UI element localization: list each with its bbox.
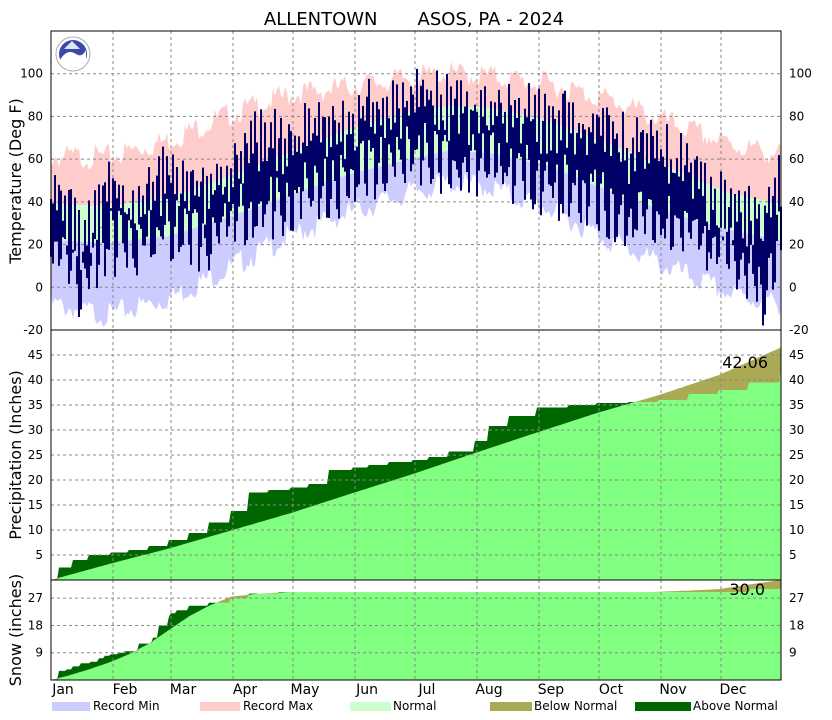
temperature-tick-right-60: 60 — [789, 152, 804, 166]
legend-label-normal: Normal — [393, 699, 436, 713]
month-label-mar: Mar — [170, 682, 197, 698]
month-label-oct: Oct — [599, 682, 624, 698]
temperature-tick-left-0: 0 — [35, 280, 43, 294]
precipitation-tick-left-20: 20 — [28, 473, 43, 487]
legend-swatch-below-normal — [490, 702, 532, 711]
snow-tick-left-18: 18 — [28, 618, 43, 632]
month-label-nov: Nov — [659, 682, 686, 698]
legend-label-above-normal: Above Normal — [693, 699, 778, 713]
legend-swatch-record-max — [200, 702, 240, 711]
month-label-may: May — [291, 682, 320, 698]
precipitation-tick-left-30: 30 — [28, 423, 43, 437]
panel-frames — [50, 30, 782, 681]
snow-below-normal-area — [51, 580, 781, 680]
month-label-feb: Feb — [113, 682, 138, 698]
precipitation-tick-right-45: 45 — [789, 348, 804, 362]
temperature-axis-title: Temperature (Deg F) — [6, 98, 25, 265]
precipitation-tick-left-40: 40 — [28, 373, 43, 387]
month-label-apr: Apr — [233, 682, 257, 698]
chart-title: ALLENTOWN ASOS, PA - 2024 — [264, 9, 564, 30]
precipitation-tick-right-35: 35 — [789, 398, 804, 412]
snow-panel-frame — [50, 579, 782, 681]
temperature-tick-left-40: 40 — [28, 195, 43, 209]
snow-total-label: 30.0 — [729, 580, 765, 599]
precipitation-axis-title: Precipitation (Inches) — [6, 370, 25, 540]
temperature-tick-left-20: 20 — [28, 238, 43, 252]
month-label-sep: Sep — [538, 682, 565, 698]
snow-tick-right-27: 27 — [789, 591, 804, 605]
temperature-tick-right-40: 40 — [789, 195, 804, 209]
snow-panel: 9 9 18 18 27 27 — [28, 580, 804, 680]
month-label-dec: Dec — [719, 682, 746, 698]
temperature-tick-left--20: -20 — [23, 323, 43, 337]
temperature-tick-right--20: -20 — [789, 323, 809, 337]
temperature-tick-right-20: 20 — [789, 238, 804, 252]
month-axis: Jan Feb Mar Apr May Jun Jul Aug Sep Oct Nov Dec — [51, 682, 746, 698]
temperature-tick-right-80: 80 — [789, 109, 804, 123]
temperature-tick-left-100: 100 — [20, 67, 43, 81]
precipitation-above-normal-area — [51, 369, 781, 580]
precipitation-tick-right-5: 5 — [789, 548, 797, 562]
snow-tick-right-18: 18 — [789, 618, 804, 632]
precipitation-tick-left-45: 45 — [28, 348, 43, 362]
legend-swatch-normal — [350, 702, 391, 711]
temperature-tick-right-0: 0 — [789, 280, 797, 294]
precipitation-tick-right-15: 15 — [789, 498, 804, 512]
precipitation-tick-left-35: 35 — [28, 398, 43, 412]
snow-tick-right-9: 9 — [789, 646, 797, 660]
observed-temperature-bars — [50, 68, 782, 326]
precipitation-tick-right-10: 10 — [789, 523, 804, 537]
precipitation-panel: 5 5 10 10 15 15 20 20 25 25 30 30 35 35 40 40 45 45 — [28, 330, 804, 580]
temperature-panel: -20 -20 0 0 20 20 40 40 60 60 80 80 100 100 — [20, 31, 812, 337]
precipitation-tick-left-15: 15 — [28, 498, 43, 512]
precipitation-total-label: 42.06 — [722, 353, 768, 372]
temperature-tick-right-100: 100 — [789, 67, 812, 81]
legend-swatch-record-min — [52, 702, 90, 711]
precipitation-tick-left-10: 10 — [28, 523, 43, 537]
legend-swatch-above-normal — [635, 702, 691, 711]
temperature-tick-left-60: 60 — [28, 152, 43, 166]
legend-label-record-max: Record Max — [243, 699, 313, 713]
month-label-jul: Jul — [418, 682, 436, 698]
normal-band — [51, 105, 781, 243]
month-label-aug: Aug — [475, 682, 502, 698]
precipitation-tick-right-25: 25 — [789, 448, 804, 462]
precipitation-tick-left-5: 5 — [35, 548, 43, 562]
precipitation-tick-right-20: 20 — [789, 473, 804, 487]
legend-label-below-normal: Below Normal — [534, 699, 617, 713]
snow-tick-left-27: 27 — [28, 591, 43, 605]
snow-tick-left-9: 9 — [35, 646, 43, 660]
precipitation-tick-right-30: 30 — [789, 423, 804, 437]
snow-axis-title: Snow (inches) — [6, 574, 25, 686]
month-label-jan: Jan — [51, 682, 74, 698]
month-label-jun: Jun — [355, 682, 378, 698]
noaa-logo-icon — [55, 36, 91, 72]
precipitation-tick-right-40: 40 — [789, 373, 804, 387]
precipitation-tick-left-25: 25 — [28, 448, 43, 462]
temperature-tick-left-80: 80 — [28, 109, 43, 123]
legend: Record Min Record Max Normal Below Norma… — [52, 699, 778, 713]
legend-label-record-min: Record Min — [93, 699, 160, 713]
